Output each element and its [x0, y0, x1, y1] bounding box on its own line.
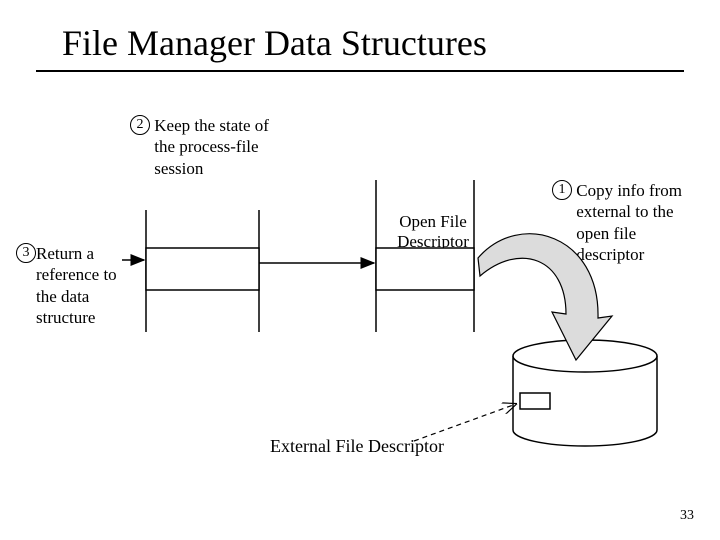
diagram-svg	[0, 0, 720, 540]
